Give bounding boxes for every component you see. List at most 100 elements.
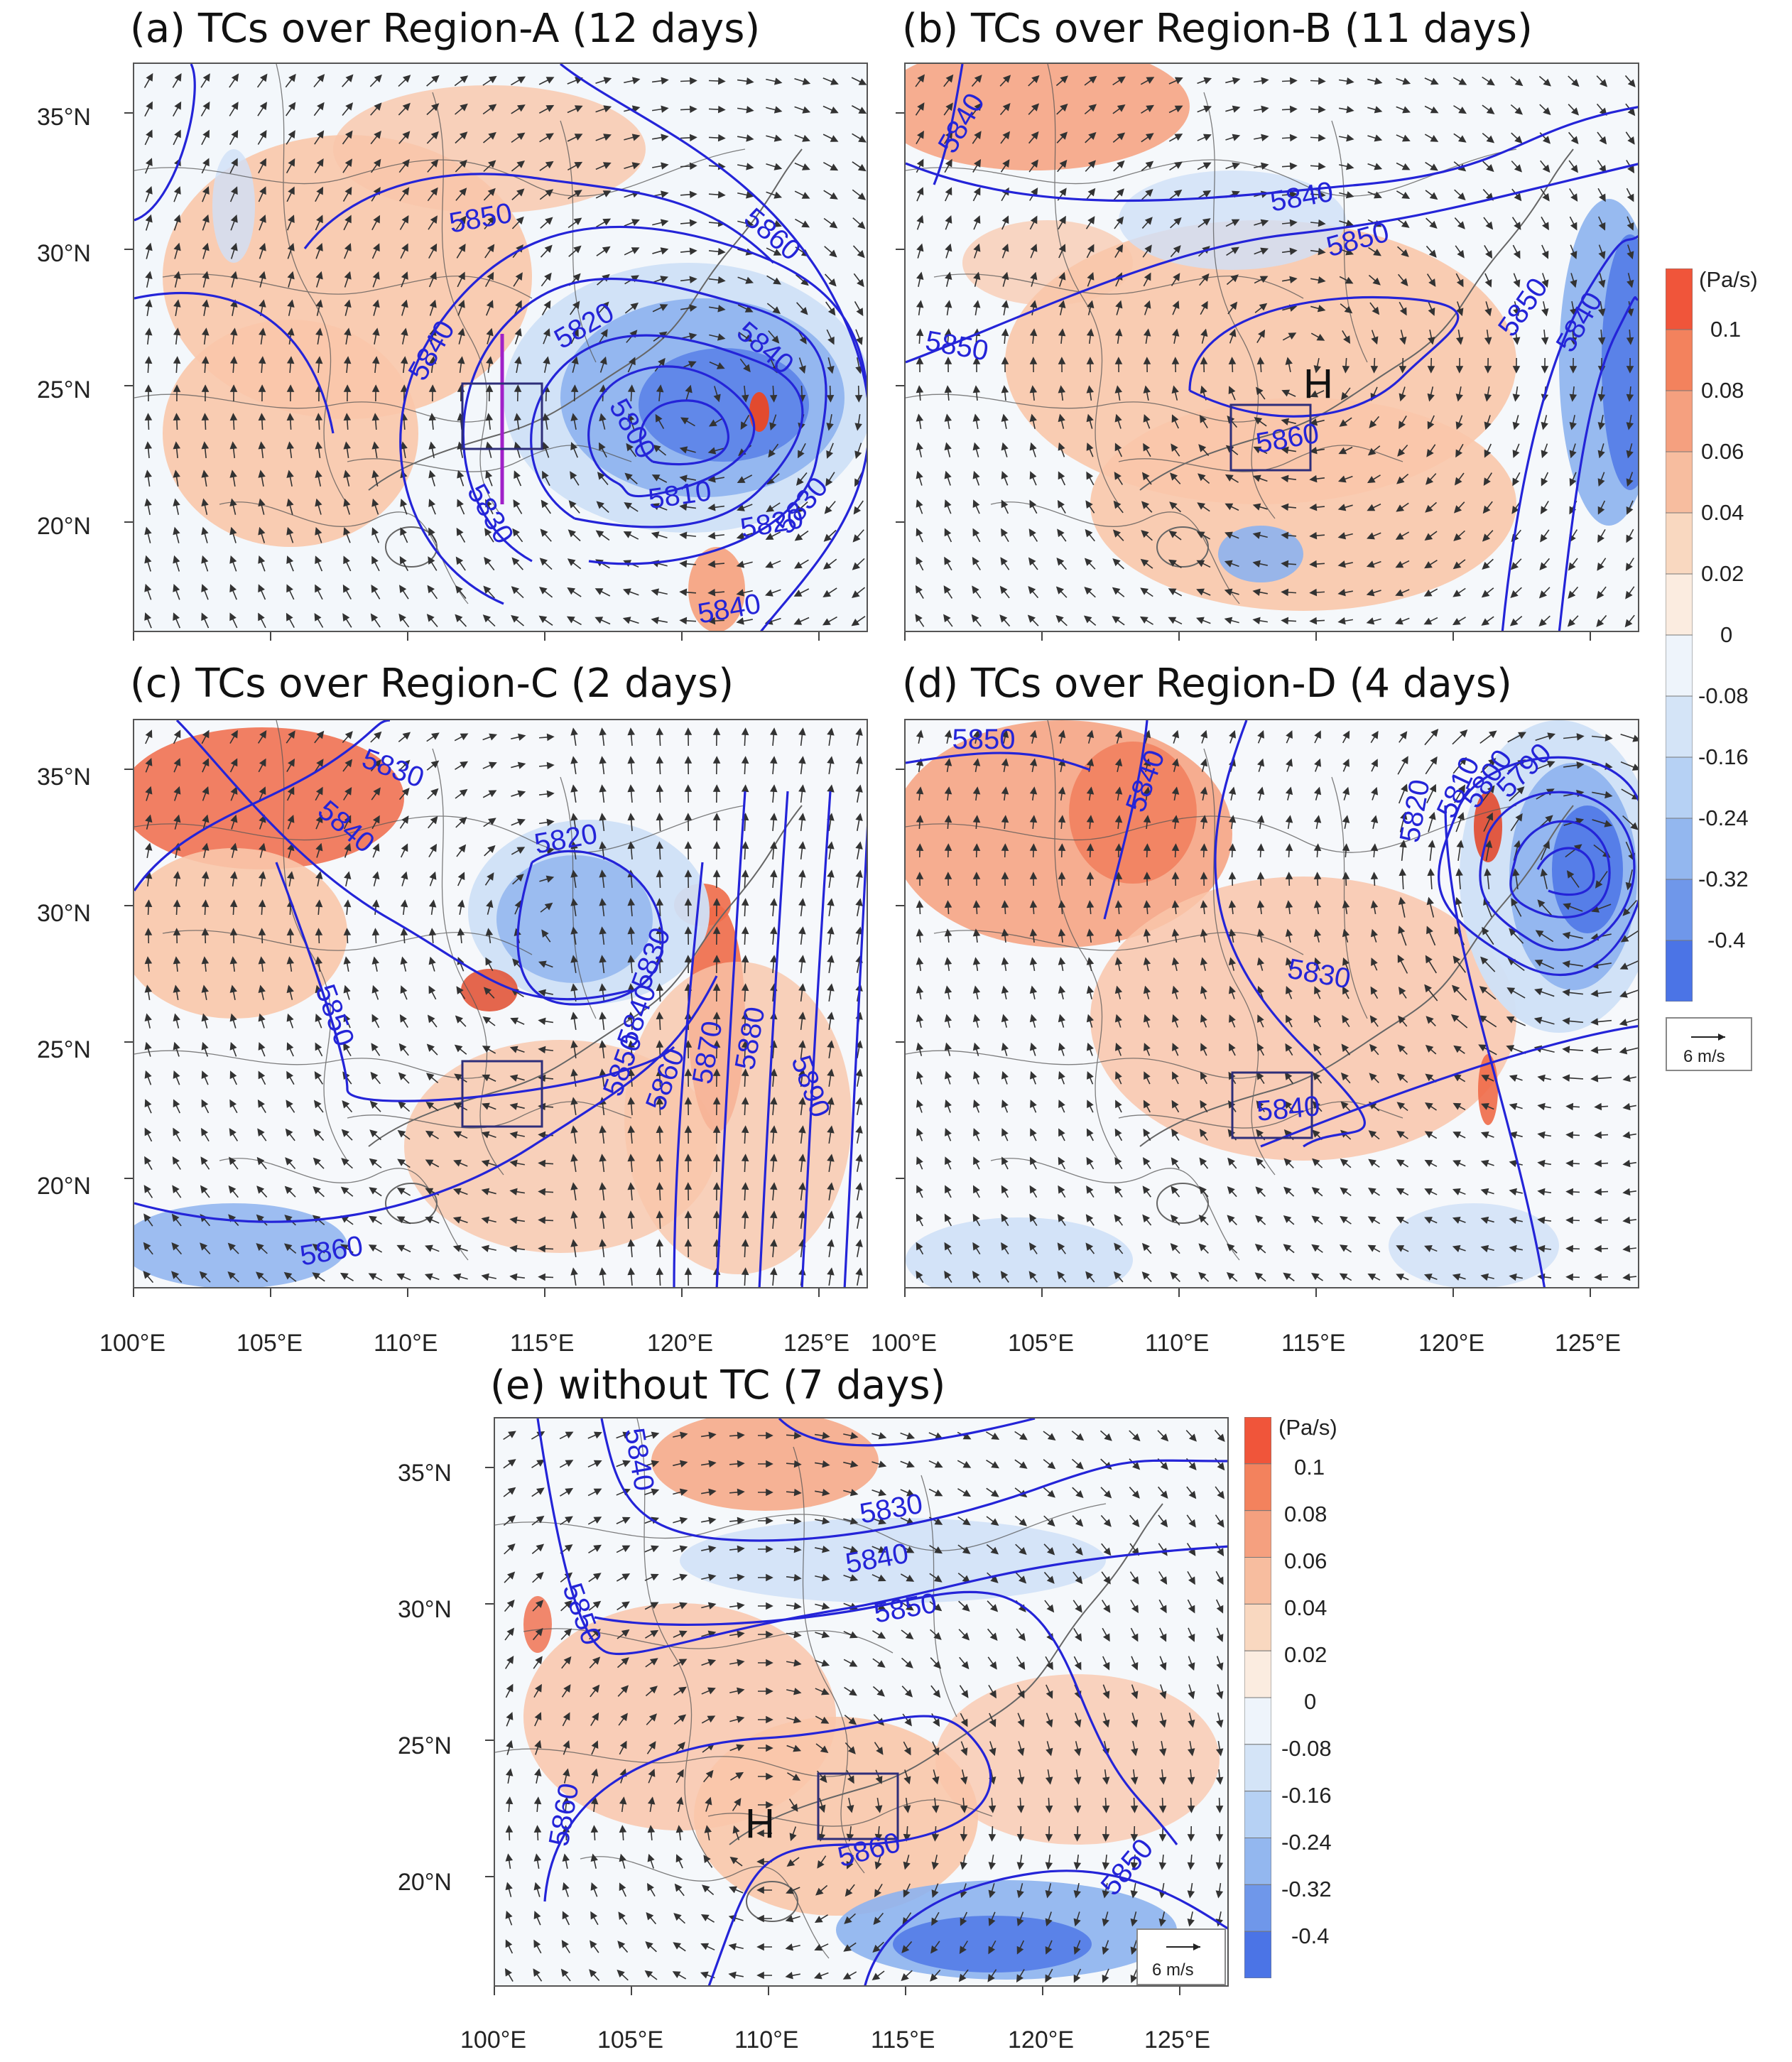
axis-tick-mark [818,1288,820,1297]
high-pressure-mark-b: H [1303,361,1333,407]
axis-tick-mark [270,1288,271,1297]
axis-tick-mark [494,1987,495,1995]
colorbar-swatch [1665,573,1693,636]
colorbar-top-svg [1665,268,1693,1002]
colorbar-swatch [1665,879,1693,941]
axis-tick-mark [544,632,545,641]
map-panel-c: 5830 5840 5820 5850 5830 5840 5850 5860 5870 5880… [133,719,868,1288]
axis-tick-mark [1452,632,1454,641]
colorbar-bottom [1244,1416,1272,1979]
axis-tick-mark [905,1987,906,1995]
axis-tick-mark [485,1603,494,1605]
lon-tick-d-115: 115°E [1281,1330,1346,1357]
colorbar-swatch [1244,1884,1272,1932]
axis-tick-mark [124,769,133,770]
lat-tick-a-30: 30°N [37,240,91,267]
colorbar-swatch [1665,512,1693,575]
lon-tick-e-125: 125°E [1144,2026,1211,2053]
lon-tick-e-105: 105°E [597,2026,664,2053]
lat-tick-a-20: 20°N [37,513,91,540]
colorbar-swatch [1665,634,1693,697]
target-region-box [1229,403,1312,472]
colorbar-swatch [1244,1416,1272,1465]
colorbar-bottom-label-0: 0.1 [1294,1455,1325,1480]
lon-tick-c-125: 125°E [783,1330,850,1357]
axis-tick-mark [1179,1987,1180,1995]
lon-tick-e-110: 110°E [734,2026,799,2053]
axis-tick-mark [1178,1288,1180,1297]
lat-tick-c-30: 30°N [37,900,91,927]
colorbar-top-label-4: 0.02 [1701,561,1744,586]
axis-tick-mark [485,1740,494,1741]
lat-tick-c-25: 25°N [37,1036,91,1063]
colorbar-swatch [1244,1650,1272,1698]
colorbar-swatch [1665,390,1693,452]
lat-tick-e-35: 35°N [398,1460,452,1487]
colorbar-bottom-label-2: 0.06 [1284,1548,1327,1573]
axis-tick-mark [1452,1288,1454,1297]
lon-tick-c-115: 115°E [510,1330,575,1357]
axis-tick-mark [1315,632,1317,641]
panel-b-title: (b) TCs over Region-B (11 days) [902,6,1533,52]
colorbar-swatch [1665,756,1693,819]
lon-tick-e-100: 100°E [460,2026,527,2053]
axis-tick-mark [896,1178,904,1179]
contour-label-d-0: 5850 [952,724,1016,755]
colorbar-swatch [1244,1838,1272,1885]
colorbar-bottom-label-9: -0.32 [1281,1877,1332,1901]
axis-tick-mark [681,632,683,641]
target-region-box [461,1060,543,1128]
axis-tick-mark [485,1467,494,1468]
lon-tick-c-100: 100°E [99,1330,166,1357]
colorbar-swatch [1665,329,1693,391]
lat-tick-c-20: 20°N [37,1173,91,1200]
lat-tick-a-35: 35°N [37,104,91,131]
axis-tick-mark [1041,632,1043,641]
axis-tick-mark [124,249,133,250]
axis-tick-mark [124,1041,133,1043]
colorbar-top-label-9: -0.32 [1698,867,1749,891]
colorbar-top-label-1: 0.08 [1701,378,1744,403]
colorbar-top-label-8: -0.24 [1698,805,1749,830]
lat-tick-a-25: 25°N [37,376,91,403]
axis-tick-mark [1041,1288,1043,1297]
colorbar-top-label-10: -0.4 [1707,928,1746,953]
colorbar-swatch [1244,1510,1272,1558]
colorbar-swatch [1244,1744,1272,1792]
lon-tick-d-100: 100°E [871,1330,938,1357]
target-region-box [1231,1071,1313,1139]
axis-tick-mark [896,769,904,770]
reference-arrow-icon-bottom [1166,1943,1200,1950]
panel-e-title: (e) without TC (7 days) [490,1362,946,1409]
reference-vector-box-bottom [1136,1928,1226,1985]
colorbar-bottom-label-8: -0.24 [1281,1830,1332,1855]
lon-tick-e-120: 120°E [1008,2026,1075,2053]
axis-tick-mark [1042,1987,1043,1995]
axis-tick-mark [1590,632,1591,641]
colorbar-top-label-3: 0.04 [1701,500,1744,525]
lon-tick-c-105: 105°E [237,1330,303,1357]
lat-tick-e-25: 25°N [398,1732,452,1759]
colorbar-bottom-label-4: 0.02 [1284,1642,1327,1667]
lon-tick-c-120: 120°E [647,1330,714,1357]
axis-tick-mark [896,905,904,906]
axis-tick-mark [896,1041,904,1043]
target-region-box [817,1772,899,1840]
lat-tick-c-35: 35°N [37,764,91,791]
axis-tick-mark [124,112,133,114]
colorbar-bottom-label-10: -0.4 [1291,1923,1330,1948]
contour-label-d-4: 5840 [1256,1090,1321,1127]
target-region-box [461,382,543,450]
axis-tick-mark [896,385,904,386]
colorbar-swatch [1665,695,1693,758]
axis-tick-mark [124,521,133,523]
colorbar-swatch [1244,1791,1272,1839]
lat-tick-e-30: 30°N [398,1596,452,1623]
colorbar-bottom-label-7: -0.16 [1281,1783,1332,1808]
map-panel-a: 5850 5860 5840 5820 5840 5800 5810 5820 5830 5830… [133,63,868,632]
reference-vector-box-top [1666,1017,1752,1071]
colorbar-bottom-label-1: 0.08 [1284,1502,1327,1526]
